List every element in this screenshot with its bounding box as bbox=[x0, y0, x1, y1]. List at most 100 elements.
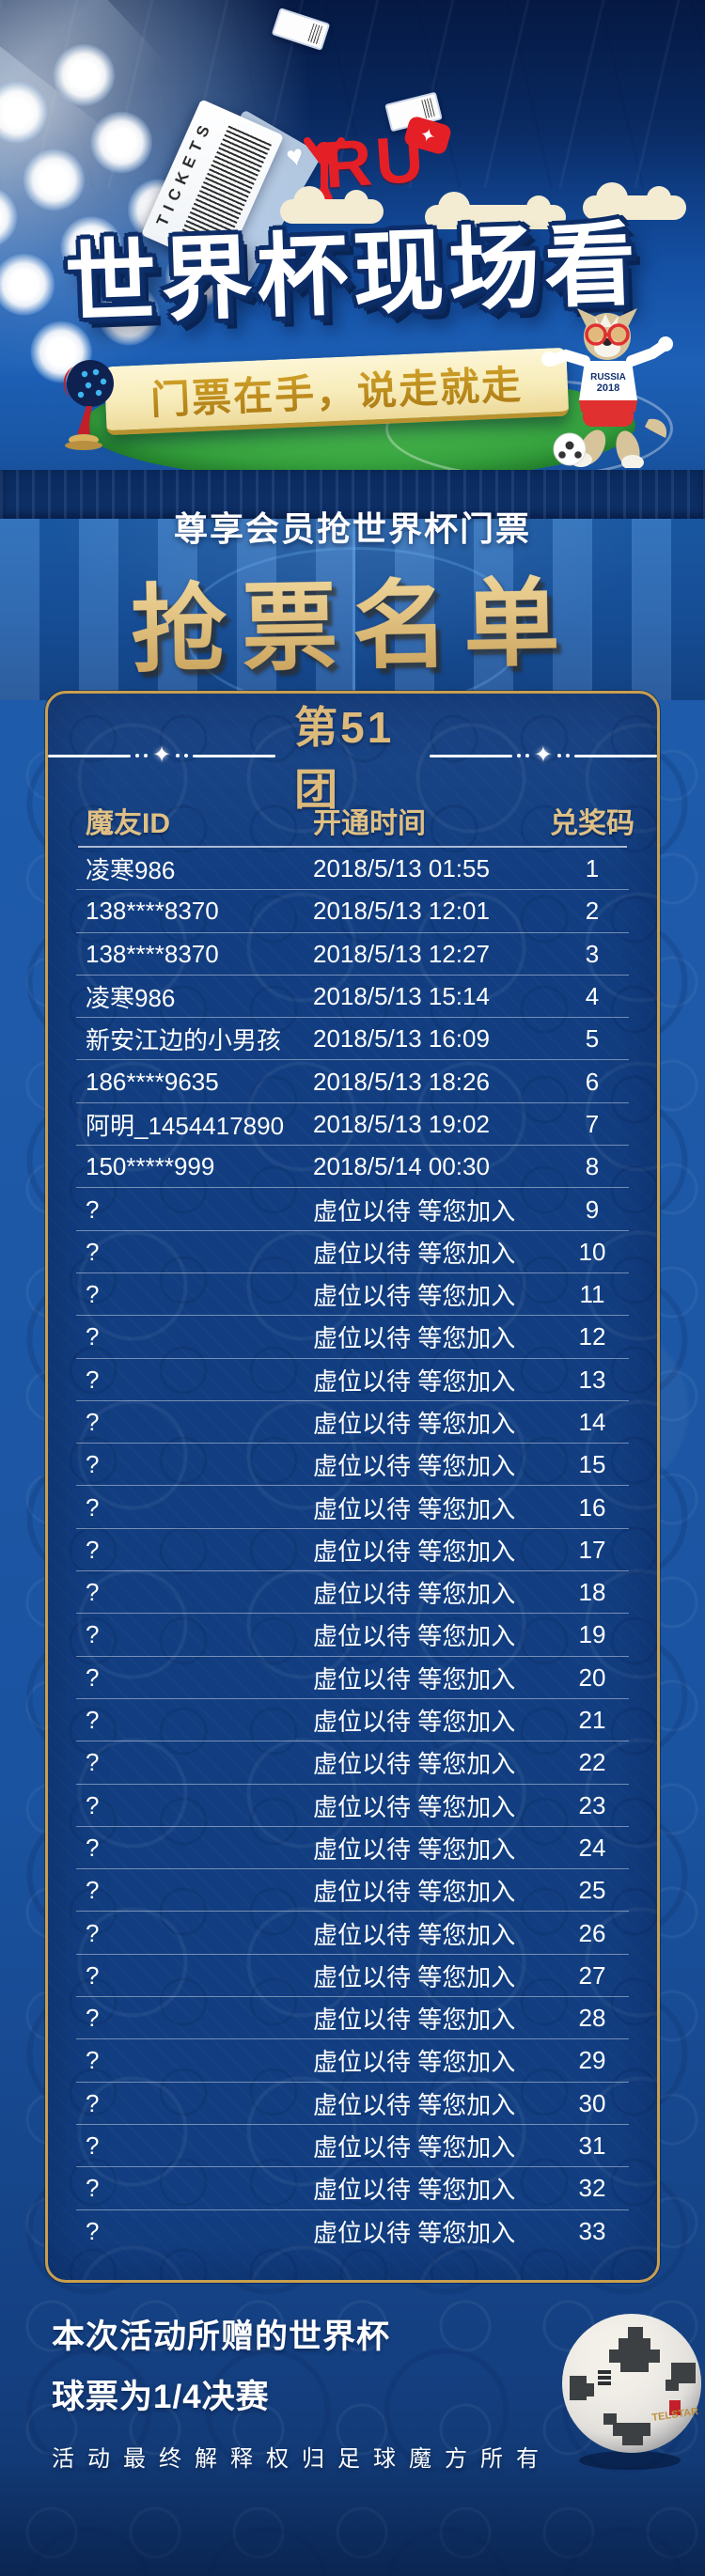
table-row: ? 虚位以待 等您加入 28 bbox=[48, 1997, 657, 2040]
member-id: ? bbox=[86, 1876, 100, 1905]
open-time: 虚位以待 等您加入 bbox=[313, 2048, 516, 2077]
member-id: ? bbox=[86, 2088, 100, 2117]
member-id: ? bbox=[86, 1450, 100, 1479]
mascot-zabivaka-icon: RUSSIA 2018 bbox=[541, 308, 673, 468]
redeem-code: 9 bbox=[585, 1194, 600, 1224]
table-row: ? 虚位以待 等您加入 32 bbox=[48, 2167, 657, 2210]
open-time: 虚位以待 等您加入 bbox=[313, 1452, 516, 1481]
open-time: 虚位以待 等您加入 bbox=[313, 1962, 516, 1991]
group-title: 第51团 bbox=[294, 703, 395, 814]
stadium-stands bbox=[0, 470, 705, 519]
redeem-code: 8 bbox=[585, 1152, 600, 1181]
table-row: ? 虚位以待 等您加入 17 bbox=[48, 1529, 657, 1572]
member-id: ? bbox=[86, 1322, 100, 1351]
member-id: 凌寒986 bbox=[86, 856, 176, 885]
cloud-icon bbox=[280, 186, 384, 224]
redeem-code: 31 bbox=[578, 2131, 606, 2161]
member-id: ? bbox=[86, 2216, 100, 2245]
redeem-code: 16 bbox=[578, 1492, 606, 1522]
footer-note-line1: 本次活动所赠的世界杯 bbox=[52, 2318, 391, 2355]
redeem-code: 23 bbox=[578, 1790, 606, 1819]
world-cup-emblem-icon bbox=[63, 360, 114, 450]
member-id: ? bbox=[86, 1620, 100, 1649]
member-id: ? bbox=[86, 2174, 100, 2203]
open-time: 虚位以待 等您加入 bbox=[313, 1282, 516, 1311]
member-id: ? bbox=[86, 1833, 100, 1862]
table-row: ? 虚位以待 等您加入 9 bbox=[48, 1188, 657, 1231]
table-row: ? 虚位以待 等您加入 14 bbox=[48, 1401, 657, 1444]
svg-text:RUSSIA: RUSSIA bbox=[590, 372, 626, 382]
member-id: ? bbox=[86, 1918, 100, 1947]
open-time: 2018/5/13 15:14 bbox=[313, 982, 490, 1011]
redeem-code: 30 bbox=[578, 2088, 606, 2117]
redeem-code: 6 bbox=[585, 1067, 600, 1096]
open-time: 虚位以待 等您加入 bbox=[313, 1239, 516, 1268]
redeem-code: 29 bbox=[578, 2046, 606, 2075]
redeem-code: 11 bbox=[579, 1280, 605, 1309]
open-time: 虚位以待 等您加入 bbox=[313, 1622, 516, 1651]
table-row: ? 虚位以待 等您加入 33 bbox=[48, 2210, 657, 2253]
table-row: ? 虚位以待 等您加入 27 bbox=[48, 1955, 657, 1998]
open-time: 虚位以待 等您加入 bbox=[313, 1878, 516, 1907]
bottom-gradient bbox=[0, 2462, 705, 2576]
member-id: 新安江边的小男孩 bbox=[86, 1026, 282, 1055]
member-id: ? bbox=[86, 1408, 100, 1436]
open-time: 虚位以待 等您加入 bbox=[313, 1920, 516, 1949]
table-row: 138****8370 2018/5/13 12:27 3 bbox=[48, 933, 657, 976]
redeem-code: 18 bbox=[578, 1578, 606, 1607]
table-row: ? 虚位以待 等您加入 24 bbox=[48, 1827, 657, 1870]
member-id: ? bbox=[86, 2046, 100, 2075]
slogan-text: 门票在手，说走就走 bbox=[149, 352, 524, 426]
column-header-open-time: 开通时间 bbox=[313, 808, 426, 839]
redeem-code: 21 bbox=[578, 1706, 606, 1735]
member-id: ? bbox=[86, 1194, 100, 1224]
redeem-code: 12 bbox=[578, 1322, 606, 1351]
redeem-code: 24 bbox=[578, 1833, 606, 1862]
redeem-code: 1 bbox=[585, 854, 600, 883]
table-row: ? 虚位以待 等您加入 10 bbox=[48, 1231, 657, 1274]
floodlight-bulb bbox=[0, 70, 59, 155]
redeem-code: 3 bbox=[585, 939, 600, 968]
sparkle-icon: ✦ bbox=[416, 123, 438, 148]
table-row: ? 虚位以待 等您加入 20 bbox=[48, 1657, 657, 1700]
open-time: 2018/5/13 19:02 bbox=[313, 1109, 490, 1138]
member-id: 阿明_1454417890 bbox=[86, 1111, 285, 1140]
member-id: 凌寒986 bbox=[86, 984, 176, 1013]
open-time: 虚位以待 等您加入 bbox=[313, 1537, 516, 1566]
redeem-code: 19 bbox=[578, 1620, 606, 1649]
diamond-icon: ✦ bbox=[533, 742, 553, 768]
column-header-member-id: 魔友ID bbox=[86, 808, 170, 839]
table-row: ? 虚位以待 等您加入 16 bbox=[48, 1486, 657, 1530]
footer-disclaimer: 活动最终解释权归足球魔方所有 bbox=[52, 2446, 552, 2472]
table-row: ? 虚位以待 等您加入 29 bbox=[48, 2039, 657, 2083]
table-row: ? 虚位以待 等您加入 12 bbox=[48, 1316, 657, 1359]
member-id: ? bbox=[86, 1535, 100, 1564]
subtitle: 尊享会员抢世界杯门票 bbox=[173, 509, 531, 548]
redeem-code: 2 bbox=[585, 897, 600, 926]
open-time: 虚位以待 等您加入 bbox=[313, 2176, 516, 2205]
table-row: ? 虚位以待 等您加入 23 bbox=[48, 1785, 657, 1828]
soccer-ball-icon: TELSTAR bbox=[562, 2314, 701, 2470]
member-id: ? bbox=[86, 1237, 100, 1266]
table-row: 新安江边的小男孩 2018/5/13 16:09 5 bbox=[48, 1018, 657, 1061]
redeem-code: 27 bbox=[578, 1960, 606, 1990]
list-title: 抢票名单 bbox=[0, 543, 705, 694]
table-row: ? 虚位以待 等您加入 26 bbox=[48, 1912, 657, 1956]
open-time: 2018/5/13 12:27 bbox=[313, 939, 490, 968]
redeem-code: 25 bbox=[578, 1876, 606, 1905]
diamond-icon: ✦ bbox=[152, 742, 172, 768]
open-time: 虚位以待 等您加入 bbox=[313, 1324, 516, 1353]
cheering-fan-icon bbox=[304, 137, 345, 214]
column-header-redeem-code: 兑奖码 bbox=[550, 808, 634, 839]
open-time: 虚位以待 等您加入 bbox=[313, 1708, 516, 1737]
table-row: ? 虚位以待 等您加入 22 bbox=[48, 1741, 657, 1785]
member-id: ? bbox=[86, 1748, 100, 1777]
svg-text:2018: 2018 bbox=[597, 382, 619, 394]
redeem-code: 20 bbox=[578, 1663, 606, 1692]
stadium-pitch bbox=[0, 519, 705, 700]
open-time: 虚位以待 等您加入 bbox=[313, 2133, 516, 2162]
redeem-code: 14 bbox=[578, 1408, 606, 1436]
open-time: 2018/5/14 00:30 bbox=[313, 1152, 490, 1181]
pitch-center-circle bbox=[183, 547, 527, 700]
table-body: 凌寒986 2018/5/13 01:55 1 138****8370 2018/5/1… bbox=[48, 848, 657, 2253]
